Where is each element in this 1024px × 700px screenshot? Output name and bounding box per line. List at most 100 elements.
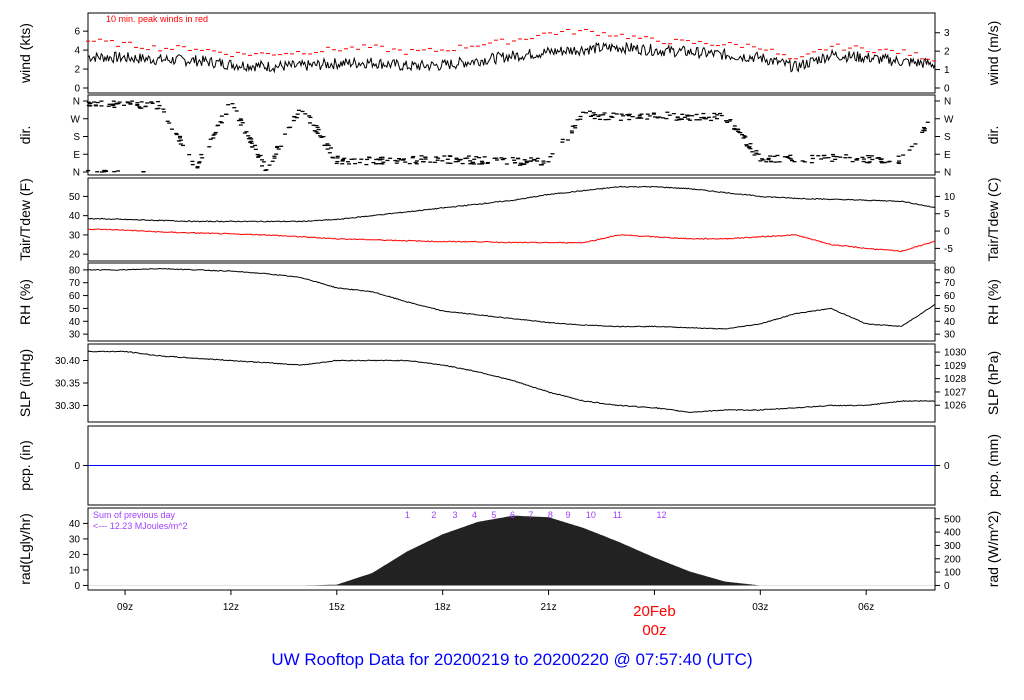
y-tick-label: W (71, 114, 81, 125)
y-tick-label: 30.35 (55, 379, 80, 390)
y-tick-label-right: 50 (944, 304, 956, 315)
sun-hour-marker: 8 (548, 510, 553, 520)
y-tick-label: 20 (69, 250, 81, 261)
y-tick-label: 10 (69, 565, 81, 576)
y-tick-label-right: 500 (944, 514, 961, 525)
pcp-ylabel-right: pcp. (mm) (985, 434, 1001, 497)
y-tick-label-right: 0 (944, 461, 950, 472)
SLP-line (87, 350, 936, 413)
y-tick-label-right: N (944, 168, 951, 179)
date-label: 20Feb (633, 603, 676, 620)
slp-ylabel-right: SLP (hPa) (985, 351, 1001, 415)
wind-panel-frame (87, 12, 936, 94)
radiation-area (88, 515, 935, 586)
y-tick-label-right: W (944, 114, 954, 125)
x-tick-label: 15z (329, 602, 345, 613)
slp-panel-frame (87, 343, 936, 423)
y-tick-label: 60 (69, 291, 81, 302)
rh-panel-frame (87, 262, 936, 342)
y-tick-label: 4 (74, 46, 80, 57)
y-tick-label-right: E (944, 150, 951, 161)
x-tick-label: 00z (642, 622, 666, 639)
temp-ylabel: Tair/Tdew (F) (17, 178, 33, 260)
peak-winds-note: 10 min. peak winds in red (106, 14, 208, 24)
y-tick-label-right: N (944, 97, 951, 108)
y-tick-label-right: 5 (944, 209, 950, 220)
y-tick-label-right: 0 (944, 581, 950, 592)
Tdew-line (87, 228, 935, 253)
y-tick-label: 50 (69, 304, 81, 315)
x-tick-label: 18z (435, 602, 451, 613)
y-tick-label: 40 (69, 211, 81, 222)
y-tick-label: 80 (69, 265, 81, 276)
y-tick-label: 30 (69, 230, 81, 241)
y-tick-label-right: 1028 (944, 374, 967, 385)
y-tick-label-right: 70 (944, 278, 956, 289)
y-tick-label-right: S (944, 132, 951, 143)
y-tick-label-right: 3 (944, 28, 950, 39)
y-tick-label: 0 (74, 581, 80, 592)
y-tick-label-right: 1 (944, 65, 950, 76)
dir-ylabel: dir. (17, 126, 33, 145)
x-tick-label: 21z (540, 602, 556, 613)
y-tick-label: 6 (74, 27, 80, 38)
slp-ylabel: SLP (inHg) (17, 349, 33, 417)
rh-ylabel: RH (%) (17, 279, 33, 325)
sun-hour-marker: 9 (565, 510, 570, 520)
rad-sum-note: Sum of previous day (93, 510, 176, 520)
y-tick-label: 40 (69, 317, 81, 328)
temp-panel-frame (87, 177, 936, 262)
y-tick-label-right: 30 (944, 330, 956, 341)
y-tick-label: N (73, 168, 80, 179)
wind-ylabel: wind (kts) (17, 23, 33, 84)
y-tick-label: 70 (69, 278, 81, 289)
y-tick-label: 0 (74, 84, 80, 95)
rad-sum-value: <--- 12.23 MJoules/m^2 (93, 521, 188, 531)
x-tick-label: 12z (223, 602, 239, 613)
sun-hour-marker: 4 (472, 510, 477, 520)
rad-ylabel: rad(Lgly/hr) (17, 513, 33, 585)
sun-hour-marker: 11 (613, 510, 622, 520)
y-tick-label-right: -5 (944, 244, 953, 255)
y-tick-label-right: 0 (944, 84, 950, 95)
sun-hour-marker: 7 (528, 510, 533, 520)
chart-title: UW Rooftop Data for 20200219 to 20200220… (271, 650, 753, 669)
dir-ylabel-right: dir. (985, 126, 1001, 145)
y-tick-label: 30 (69, 534, 81, 545)
x-tick-label: 03z (752, 602, 768, 613)
Tair-line (87, 185, 936, 223)
y-tick-label-right: 10 (944, 192, 956, 203)
y-tick-label-right: 400 (944, 528, 961, 539)
y-tick-label: 0 (74, 461, 80, 472)
y-tick-label: 40 (69, 519, 81, 530)
y-tick-label: N (73, 97, 80, 108)
temp-ylabel-right: Tair/Tdew (C) (985, 177, 1001, 261)
wind-line (87, 41, 936, 74)
y-tick-label-right: 40 (944, 317, 956, 328)
y-tick-label: S (73, 132, 80, 143)
y-tick-label: 20 (69, 550, 81, 561)
y-tick-label: E (73, 150, 80, 161)
y-tick-label-right: 80 (944, 265, 956, 276)
x-tick-label: 09z (117, 602, 133, 613)
y-tick-label-right: 1029 (944, 361, 967, 372)
sun-hour-marker: 5 (491, 510, 496, 520)
rad-panel-frame (87, 507, 936, 591)
rad-ylabel-right: rad (W/m^2) (985, 511, 1001, 588)
y-tick-label: 50 (69, 192, 81, 203)
y-tick-label: 2 (74, 65, 80, 76)
y-tick-label: 30 (69, 330, 81, 341)
y-tick-label: 30.30 (55, 401, 80, 412)
sun-hour-marker: 10 (586, 510, 596, 520)
RH-line (87, 267, 936, 330)
sun-hour-marker: 6 (510, 510, 515, 520)
y-tick-label-right: 60 (944, 291, 956, 302)
y-tick-label-right: 2 (944, 47, 950, 58)
sun-hour-marker: 2 (431, 510, 436, 520)
y-tick-label-right: 1030 (944, 348, 967, 359)
y-tick-label-right: 1026 (944, 401, 967, 412)
y-tick-label-right: 200 (944, 554, 961, 565)
y-tick-label: 30.40 (55, 356, 80, 367)
rh-ylabel-right: RH (%) (985, 279, 1001, 325)
